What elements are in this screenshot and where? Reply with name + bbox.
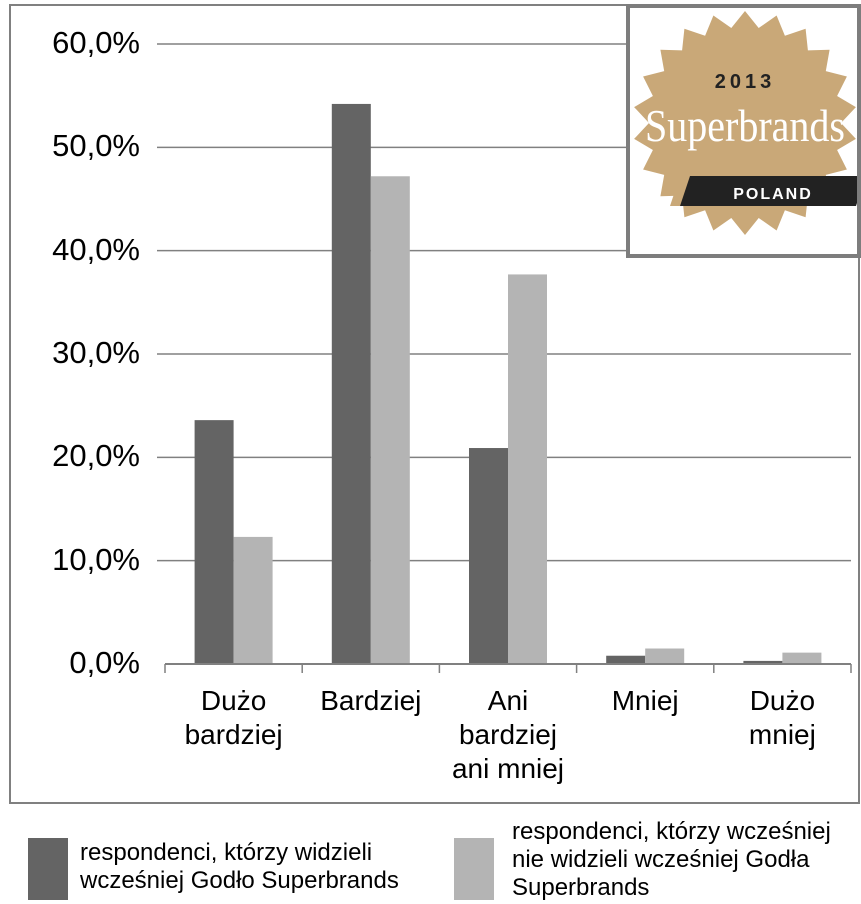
bar-series-1 bbox=[743, 660, 783, 664]
x-category-label: Ani bardziej ani mniej bbox=[451, 685, 565, 784]
bar-series-2 bbox=[233, 536, 273, 664]
badge-brand: Superbrands bbox=[645, 100, 845, 151]
legend-label-series-2: respondenci, którzy wcześniej nie widzie… bbox=[512, 818, 831, 901]
y-tick-label: 30,0% bbox=[52, 335, 140, 370]
superbrands-seal-icon: 2013 Superbrands POLAND bbox=[634, 11, 857, 235]
bar-series-2 bbox=[508, 274, 547, 664]
bar-series-2 bbox=[370, 176, 410, 664]
bars bbox=[194, 103, 822, 664]
y-tick-label: 10,0% bbox=[52, 541, 140, 577]
bar-series-1 bbox=[606, 655, 646, 664]
bar-series-1 bbox=[469, 448, 508, 664]
badge-year: 2013 bbox=[715, 71, 776, 93]
superbrands-badge: 2013 Superbrands POLAND bbox=[626, 4, 861, 258]
x-ticks bbox=[164, 664, 852, 673]
x-category-label: Dużo bardziej bbox=[184, 685, 283, 750]
y-tick-label: 0,0% bbox=[69, 645, 140, 680]
bar-series-1 bbox=[194, 420, 234, 664]
legend-label-series-1: respondenci, którzy widzieli wcześniej G… bbox=[80, 839, 399, 894]
legend-swatch-series-1 bbox=[28, 838, 68, 900]
y-tick-label: 60,0% bbox=[52, 25, 140, 60]
y-tick-label: 40,0% bbox=[52, 231, 140, 267]
y-tick-label: 50,0% bbox=[52, 128, 140, 164]
chart-frame bbox=[9, 4, 860, 804]
y-tick-label: 20,0% bbox=[52, 438, 140, 474]
badge-country: POLAND bbox=[733, 186, 813, 203]
x-category-label: Dużo mniej bbox=[748, 685, 816, 750]
bar-series-1 bbox=[331, 103, 371, 664]
bar-series-2 bbox=[782, 652, 822, 664]
legend-swatch-series-2 bbox=[454, 838, 494, 900]
x-category-label: Bardziej bbox=[320, 685, 422, 716]
x-category-label: Mniej bbox=[611, 685, 679, 716]
bar-series-2 bbox=[645, 648, 685, 664]
